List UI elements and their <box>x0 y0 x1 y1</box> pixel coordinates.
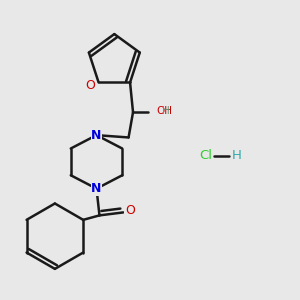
Text: H: H <box>162 106 170 116</box>
Text: H: H <box>232 149 242 162</box>
Text: O: O <box>85 79 94 92</box>
Text: N: N <box>91 182 102 195</box>
Text: N: N <box>91 129 102 142</box>
Text: O: O <box>125 204 135 218</box>
Text: OH: OH <box>157 106 173 116</box>
Text: Cl: Cl <box>200 149 212 162</box>
